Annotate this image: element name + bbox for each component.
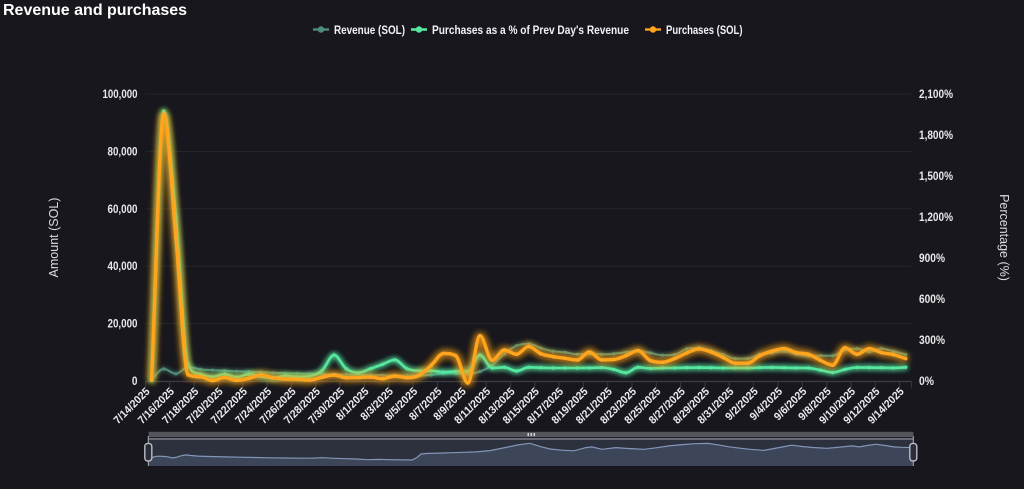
svg-text:600%: 600% xyxy=(919,292,945,306)
svg-text:Purchases as a % of Prev Day's: Purchases as a % of Prev Day's Revenue xyxy=(432,23,629,37)
svg-text:Revenue (SOL): Revenue (SOL) xyxy=(334,23,405,37)
svg-text:80,000: 80,000 xyxy=(108,144,138,158)
svg-text:40,000: 40,000 xyxy=(108,259,138,273)
svg-text:0: 0 xyxy=(132,374,138,388)
svg-text:Purchases (SOL): Purchases (SOL) xyxy=(666,23,743,37)
svg-text:20,000: 20,000 xyxy=(108,317,138,331)
svg-text:2,100%: 2,100% xyxy=(919,87,953,101)
svg-text:900%: 900% xyxy=(919,251,945,265)
svg-text:Amount (SOL): Amount (SOL) xyxy=(47,198,61,278)
svg-text:100,000: 100,000 xyxy=(103,87,138,101)
svg-text:60,000: 60,000 xyxy=(108,202,138,216)
svg-text:1,800%: 1,800% xyxy=(919,128,953,142)
svg-text:300%: 300% xyxy=(919,333,945,347)
svg-text:0%: 0% xyxy=(919,374,934,388)
svg-text:1,500%: 1,500% xyxy=(919,169,953,183)
svg-text:Percentage (%): Percentage (%) xyxy=(997,194,1011,281)
svg-text:1,200%: 1,200% xyxy=(919,210,953,224)
